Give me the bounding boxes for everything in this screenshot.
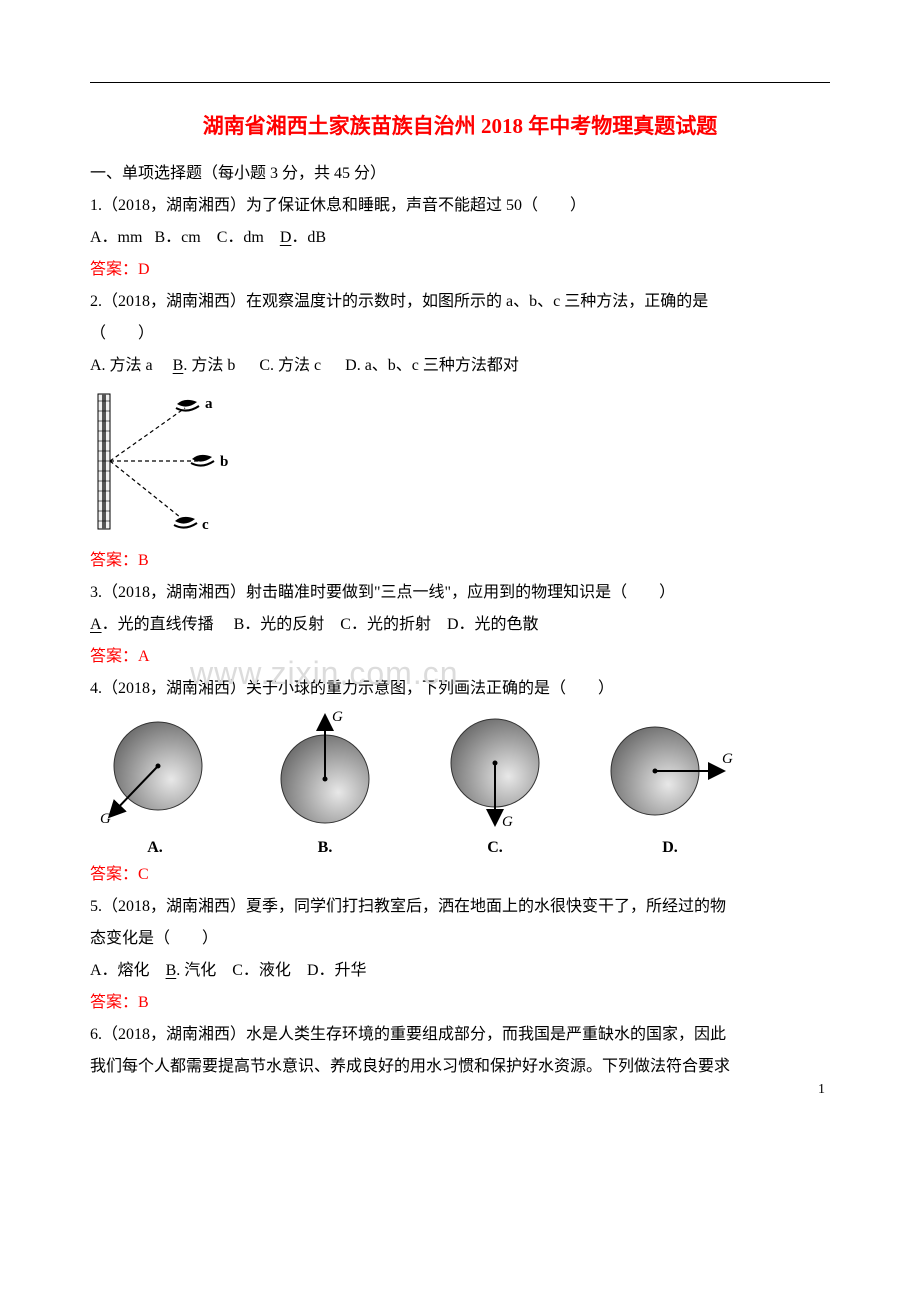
q3-opt-d: D．光的色散 [447, 616, 539, 633]
q1-opt-d-text: ．dB [291, 229, 326, 246]
q4-label-c: C. [430, 839, 560, 857]
q2-stem-1: 2.（2018，湖南湘西）在观察温度计的示数时，如图所示的 a、b、c 三种方法… [90, 286, 830, 318]
svg-text:G: G [502, 814, 513, 830]
q5-opt-c: C．液化 [232, 962, 291, 979]
q6-stem-2: 我们每个人都需要提高节水意识、养成良好的用水习惯和保护好水资源。下列做法符合要求 [90, 1051, 830, 1083]
q1-opt-d-key: D [280, 229, 292, 246]
header-rule [90, 82, 830, 83]
q3-opt-a-text: ．光的直线传播 [102, 616, 214, 633]
q2-label-a: a [205, 396, 213, 412]
q3-opt-a-key: A [90, 616, 102, 633]
q2-options: A. 方法 a B. 方法 b C. 方法 c D. a、b、c 三种方法都对 [90, 350, 830, 382]
svg-text:G: G [722, 751, 733, 767]
q2-label-b: b [220, 454, 228, 470]
eye-a-icon [176, 400, 199, 411]
q1-stem: 1.（2018，湖南湘西）为了保证休息和睡眠，声音不能超过 50（ ） [90, 190, 830, 222]
q4-label-d: D. [600, 839, 740, 857]
q1-answer: 答案：D [90, 254, 830, 286]
q3-options: A．光的直线传播 B．光的反射 C．光的折射 D．光的色散 [90, 609, 830, 641]
q4-label-b: B. [260, 839, 390, 857]
q2-opt-a: A. 方法 a [90, 357, 153, 374]
q4-label-a: A. [90, 839, 220, 857]
q4-answer: 答案：C [90, 859, 830, 891]
q2-opt-b-text: . 方法 b [183, 357, 235, 374]
q5-opt-a: A．熔化 [90, 962, 150, 979]
q3-stem: 3.（2018，湖南湘西）射击瞄准时要做到"三点一线"，应用到的物理知识是（ ） [90, 577, 830, 609]
q5-stem-1: 5.（2018，湖南湘西）夏季，同学们打扫教室后，洒在地面上的水很快变干了，所经… [90, 891, 830, 923]
q2-opt-c: C. 方法 c [259, 357, 321, 374]
q4-fig-a: G A. [90, 711, 220, 857]
q5-answer: 答案：B [90, 987, 830, 1019]
q3-opt-b: B．光的反射 [234, 616, 325, 633]
exam-page: 湖南省湘西土家族苗族自治州 2018 年中考物理真题试题 一、单项选择题（每小题… [0, 0, 920, 1123]
eye-c-icon [174, 517, 197, 528]
q2-figure: a b c [90, 386, 830, 541]
eye-b-icon [191, 455, 214, 466]
q4-stem: 4.（2018，湖南湘西）关于小球的重力示意图，下列画法正确的是（ ） [90, 673, 830, 705]
q2-label-c: c [202, 517, 209, 533]
q5-stem-2: 态变化是（ ） [90, 923, 830, 955]
page-title: 湖南省湘西土家族苗族自治州 2018 年中考物理真题试题 [90, 110, 830, 140]
svg-text:G: G [100, 811, 111, 827]
section-header: 一、单项选择题（每小题 3 分，共 45 分） [90, 158, 830, 190]
q2-thermometer-diagram: a b c [90, 386, 260, 536]
q4-figures: G A. G B. [90, 711, 830, 857]
q3-opt-c: C．光的折射 [340, 616, 431, 633]
q2-opt-d: D. a、b、c 三种方法都对 [345, 357, 519, 374]
page-number: 1 [818, 1082, 825, 1098]
q2-opt-b-key: B [173, 357, 184, 374]
q4-fig-d: G D. [600, 711, 740, 857]
svg-text:G: G [332, 711, 343, 725]
q5-opt-b-key: B [166, 962, 177, 979]
q4-fig-c: G C. [430, 711, 560, 857]
q5-options: A．熔化 B. 汽化 C．液化 D．升华 [90, 955, 830, 987]
q5-opt-d: D．升华 [307, 962, 367, 979]
q2-stem-2: （ ） [90, 318, 830, 350]
q6-stem-1: 6.（2018，湖南湘西）水是人类生存环境的重要组成部分，而我国是严重缺水的国家… [90, 1019, 830, 1051]
q3-answer: 答案：A [90, 641, 830, 673]
q1-opt-b: B．cm [154, 229, 200, 246]
q5-opt-b-text: . 汽化 [176, 962, 216, 979]
q1-opt-a: A．mm [90, 229, 142, 246]
q4-fig-b: G B. [260, 711, 390, 857]
q2-answer: 答案：B [90, 545, 830, 577]
q1-options: A．mm B．cm C．dm D．dB [90, 222, 830, 254]
q1-opt-c: C．dm [217, 229, 264, 246]
